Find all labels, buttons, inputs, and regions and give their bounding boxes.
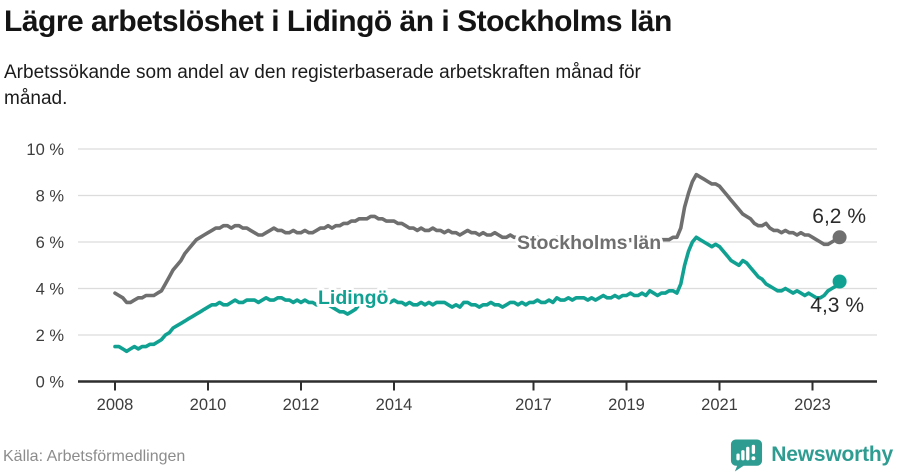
end-dot-liding- <box>832 274 847 289</box>
y-axis-tick-label: 8 % <box>36 188 65 206</box>
y-axis-tick-label: 2 % <box>36 327 65 345</box>
line-stockholms-l-n <box>113 172 842 305</box>
x-axis-tick-label: 2010 <box>190 396 227 414</box>
end-dot-stockholms-l-n <box>832 230 847 245</box>
end-value-label-liding-: 4,3 % <box>810 294 864 317</box>
newsworthy-logo-icon <box>731 439 763 472</box>
y-axis-tick-label: 6 % <box>36 234 65 252</box>
x-axis-tick-label: 2019 <box>608 396 645 414</box>
x-axis-tick-label: 2021 <box>701 396 738 414</box>
chart-subtitle-line-2: månad. <box>4 88 68 109</box>
y-axis-tick-label: 4 % <box>36 281 65 299</box>
y-axis-tick-label: 0 % <box>36 374 65 392</box>
x-axis-tick-label: 2017 <box>515 396 552 414</box>
x-axis-tick-label: 2023 <box>794 396 831 414</box>
x-axis-tick-label: 2012 <box>283 396 320 414</box>
series-label-stockholms-l-n: Stockholms län <box>517 232 661 254</box>
source-attribution: Källa: Arbetsförmedlingen <box>3 448 186 465</box>
newsworthy-logo-text: Newsworthy <box>771 443 893 466</box>
newsworthy-logo: Newsworthy <box>729 437 893 473</box>
x-axis-tick-label: 2008 <box>97 396 134 414</box>
y-axis-tick-label: 10 % <box>26 141 64 159</box>
x-axis-tick-label: 2014 <box>376 396 413 414</box>
page-title: Lägre arbetslöshet i Lidingö än i Stockh… <box>4 5 672 38</box>
line-liding- <box>113 235 842 354</box>
end-value-label-stockholms-l-n: 6,2 % <box>812 205 866 228</box>
chart-subtitle-line-1: Arbetssökande som andel av den registerb… <box>4 62 641 83</box>
series-label-liding-: Lidingö <box>318 287 388 309</box>
chart-subtitle: Arbetssökande som andel av den registerb… <box>4 60 864 112</box>
